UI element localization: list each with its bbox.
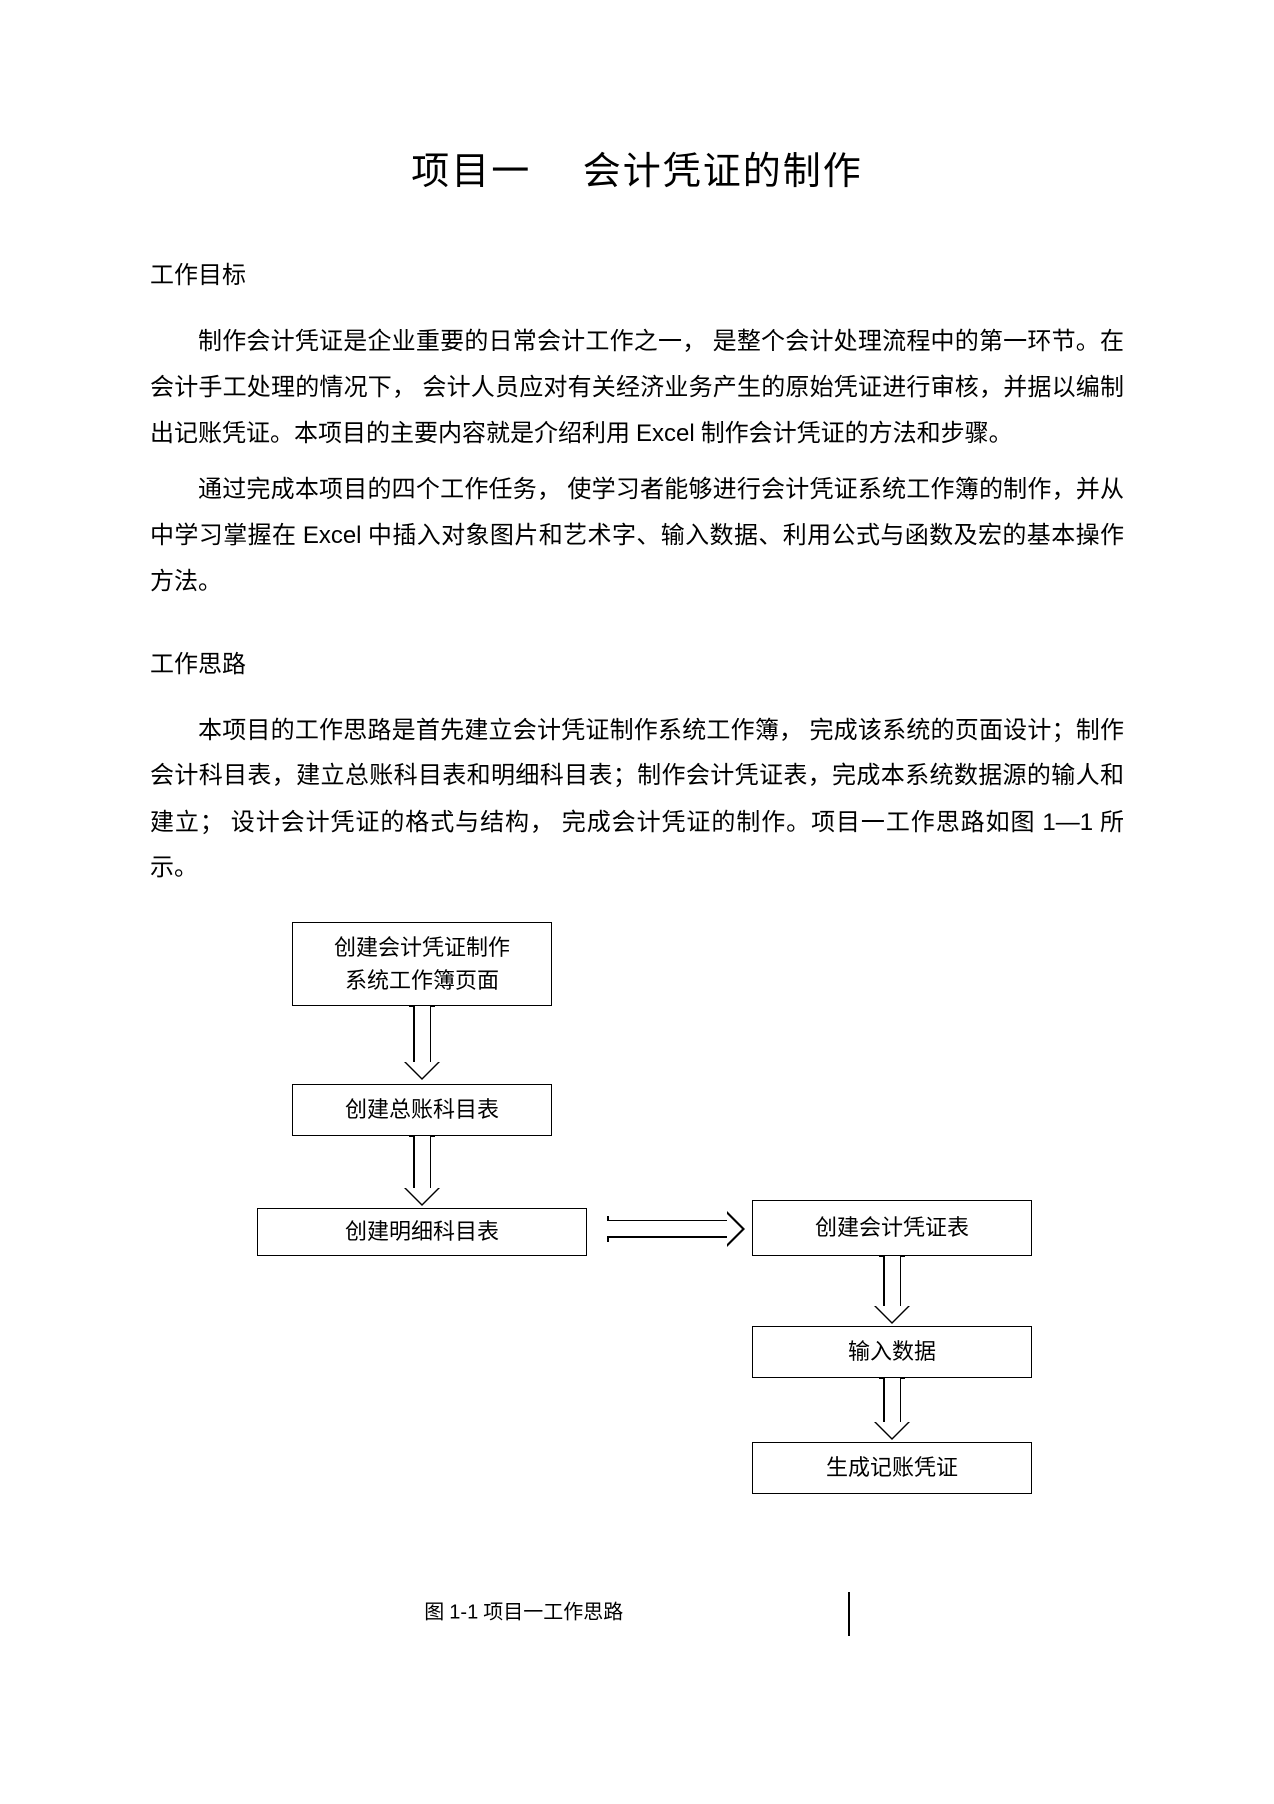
paragraph-goal-1: 制作会计凭证是企业重要的日常会计工作之一， 是整个会计处理流程中的第一环节。在会… [150,320,1124,458]
arrow-down-icon [879,1378,905,1424]
flowchart-node: 生成记账凭证 [752,1442,1032,1494]
text: 项目一工作思路 [478,1602,623,1624]
figure-caption: 图 1-1 项目一工作思路 [424,1602,628,1624]
text-latin: Excel [303,522,362,549]
flowchart-node: 创建总账科目表 [292,1084,552,1136]
arrow-right-icon [607,1216,727,1242]
flowchart-node: 创建会计凭证制作系统工作簿页面 [292,922,552,1006]
text-latin: 1—1 [1042,809,1093,836]
text-latin: 1-1 [449,1602,478,1624]
arrow-down-icon [879,1256,905,1308]
flowchart-node: 创建明细科目表 [257,1208,587,1256]
text: 本项目的工作思路是首先建立会计凭证制作系统工作簿， 完成该系统的页面设计；制作会… [150,718,1124,836]
decorative-bar [848,1592,850,1636]
paragraph-approach-1: 本项目的工作思路是首先建立会计凭证制作系统工作簿， 完成该系统的页面设计；制作会… [150,709,1124,892]
arrow-down-icon [409,1136,435,1190]
flowchart-node: 创建会计凭证表 [752,1200,1032,1256]
arrow-down-icon [409,1006,435,1064]
text-latin: Excel [636,420,695,447]
flowchart-diagram: 创建会计凭证制作系统工作簿页面创建总账科目表创建明细科目表 创建会计凭证表输入数据… [157,922,1117,1542]
page-title: 项目一 会计凭证的制作 [150,140,1124,195]
text: 图 [424,1602,449,1624]
flowchart-node: 输入数据 [752,1326,1032,1378]
paragraph-goal-2: 通过完成本项目的四个工作任务， 使学习者能够进行会计凭证系统工作簿的制作，并从中… [150,468,1124,606]
figure-caption-row: 图 1-1 项目一工作思路 [150,1592,1124,1636]
section-heading-goal: 工作目标 [150,255,1124,290]
section-heading-approach: 工作思路 [150,644,1124,679]
text: 制作会计凭证的方法和步骤。 [695,421,1013,447]
